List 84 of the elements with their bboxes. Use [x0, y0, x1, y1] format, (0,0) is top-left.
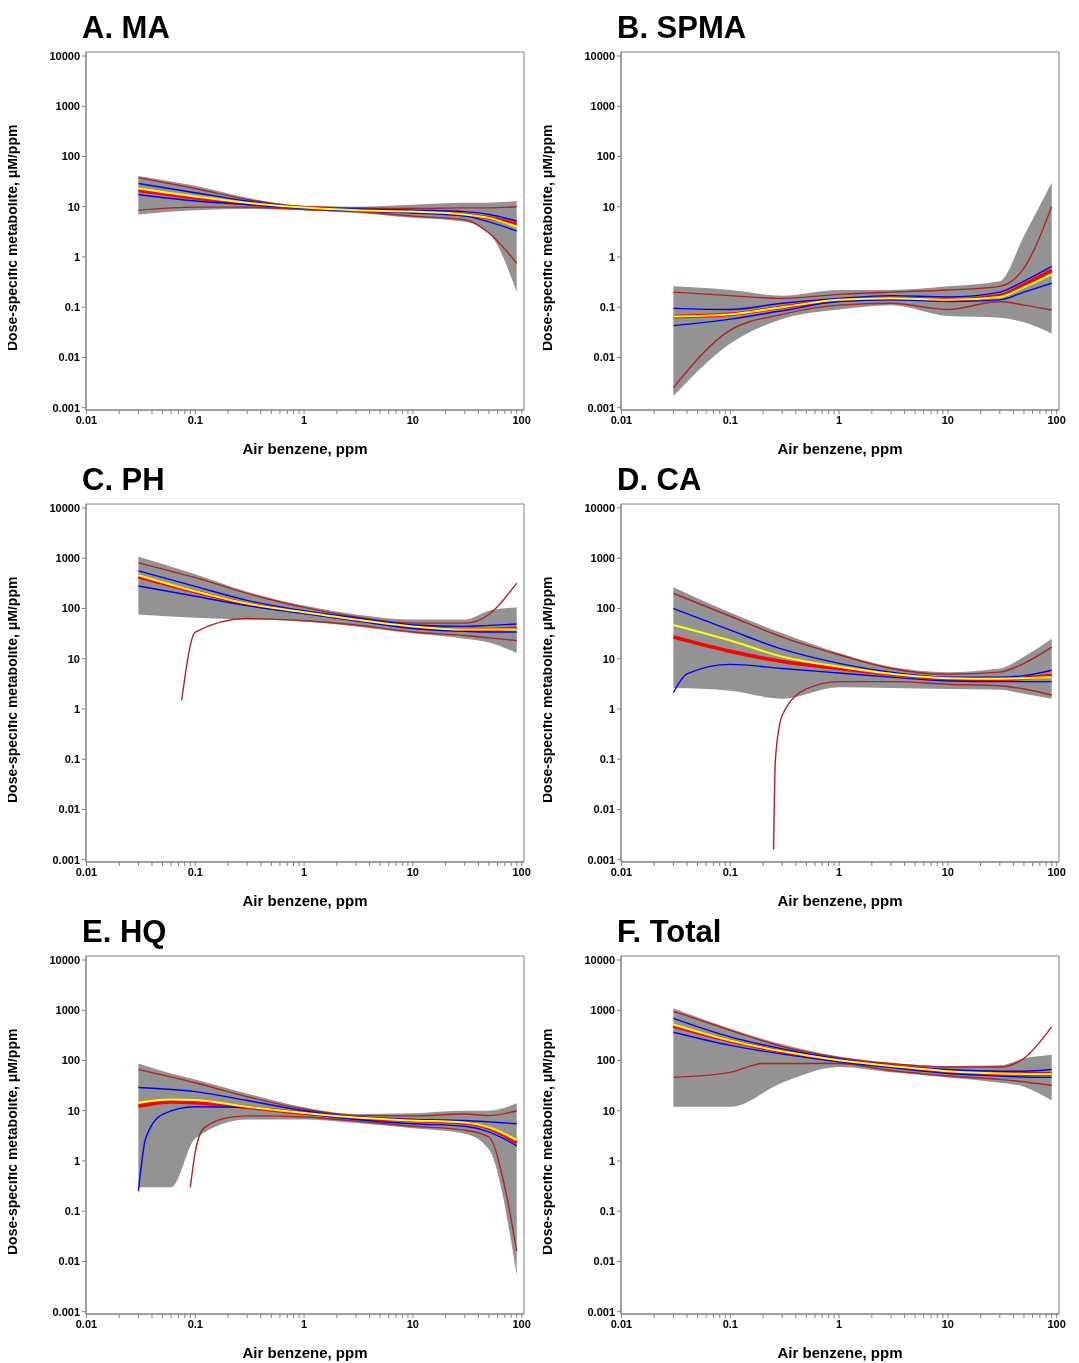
x-tick-label: 1 [836, 413, 843, 426]
x-tick-label: 10 [406, 1317, 420, 1330]
y-tick-label: 10 [602, 1104, 615, 1117]
chart-title: C. PH [82, 461, 166, 499]
y-tick-label: 1000 [55, 100, 80, 113]
y-tick-label: 0.01 [58, 351, 80, 364]
y-tick-label: 0.01 [593, 803, 615, 816]
x-tick-label: 100 [1047, 1317, 1066, 1330]
y-tick-label: 1 [608, 250, 615, 263]
x-axis-title: Air benzene, ppm [242, 892, 368, 909]
x-tick-label: 10 [941, 1317, 955, 1330]
x-tick-label: 0.1 [187, 1317, 203, 1330]
x-tick-label: 0.1 [722, 413, 738, 426]
x-tick-label: 0.1 [722, 865, 738, 878]
y-tick-label: 0.01 [58, 803, 80, 816]
y-tick-label: 10 [602, 200, 615, 213]
y-tick-label: 0.01 [593, 351, 615, 364]
y-tick-label: 1000 [590, 100, 615, 113]
x-tick-label: 1 [301, 865, 308, 878]
y-tick-label: 10000 [49, 953, 80, 966]
y-tick-label: 1 [73, 702, 80, 715]
y-tick-label: 0.1 [64, 753, 80, 766]
y-tick-label: 0.1 [64, 1205, 80, 1218]
x-tick-label: 100 [1047, 413, 1066, 426]
y-tick-label: 0.001 [52, 853, 80, 866]
y-tick-label: 10 [67, 652, 80, 665]
chart-title: D. CA [617, 461, 703, 499]
y-tick-label: 0.01 [58, 1255, 80, 1268]
y-tick-label: 100 [596, 1054, 615, 1067]
y-tick-label: 1 [73, 250, 80, 263]
y-tick-label: 1000 [55, 1004, 80, 1017]
y-tick-label: 10 [67, 1104, 80, 1117]
x-tick-label: 1 [836, 1317, 843, 1330]
x-tick-label: 0.1 [722, 1317, 738, 1330]
chart-title: B. SPMA [617, 9, 748, 47]
y-tick-label: 10 [67, 200, 80, 213]
x-axis-title: Air benzene, ppm [242, 440, 368, 457]
y-tick-label: 0.1 [599, 1205, 615, 1218]
y-tick-label: 0.001 [587, 401, 615, 414]
x-tick-label: 10 [941, 865, 955, 878]
y-tick-label: 1 [73, 1154, 80, 1167]
x-tick-label: 100 [512, 865, 531, 878]
y-tick-label: 100 [596, 602, 615, 615]
y-tick-label: 0.01 [593, 1255, 615, 1268]
y-tick-label: 10 [602, 652, 615, 665]
chart-title: E. HQ [82, 913, 168, 951]
y-tick-label: 0.001 [52, 1305, 80, 1318]
y-tick-label: 100 [596, 150, 615, 163]
y-tick-label: 100 [61, 150, 80, 163]
y-tick-label: 0.1 [599, 753, 615, 766]
y-tick-label: 10000 [584, 501, 615, 514]
x-tick-label: 0.1 [187, 413, 203, 426]
x-tick-label: 10 [406, 413, 420, 426]
chart-title: F. Total [617, 913, 723, 951]
y-tick-label: 1000 [55, 552, 80, 565]
x-tick-label: 10 [406, 865, 420, 878]
x-tick-label: 10 [941, 413, 955, 426]
y-tick-label: 100 [61, 1054, 80, 1067]
y-tick-label: 10000 [584, 953, 615, 966]
x-axis-title: Air benzene, ppm [777, 892, 903, 909]
y-tick-label: 0.001 [52, 401, 80, 414]
x-axis-title: Air benzene, ppm [242, 1344, 368, 1361]
x-tick-label: 1 [301, 1317, 308, 1330]
y-tick-label: 10000 [584, 49, 615, 62]
y-tick-label: 100 [61, 602, 80, 615]
y-tick-label: 1 [608, 1154, 615, 1167]
y-tick-label: 1 [608, 702, 615, 715]
x-tick-label: 1 [301, 413, 308, 426]
x-tick-label: 0.1 [187, 865, 203, 878]
y-tick-label: 0.001 [587, 853, 615, 866]
y-tick-label: 0.1 [64, 301, 80, 314]
x-axis-title: Air benzene, ppm [777, 1344, 903, 1361]
y-tick-label: 0.001 [587, 1305, 615, 1318]
y-tick-label: 1000 [590, 552, 615, 565]
y-tick-label: 1000 [590, 1004, 615, 1017]
x-tick-label: 1 [836, 865, 843, 878]
y-tick-label: 0.1 [599, 301, 615, 314]
y-tick-label: 10000 [49, 49, 80, 62]
x-axis-title: Air benzene, ppm [777, 440, 903, 457]
y-tick-label: 10000 [49, 501, 80, 514]
x-tick-label: 100 [512, 1317, 531, 1330]
chart-title: A. MA [82, 9, 171, 47]
x-tick-label: 100 [512, 413, 531, 426]
x-tick-label: 100 [1047, 865, 1066, 878]
